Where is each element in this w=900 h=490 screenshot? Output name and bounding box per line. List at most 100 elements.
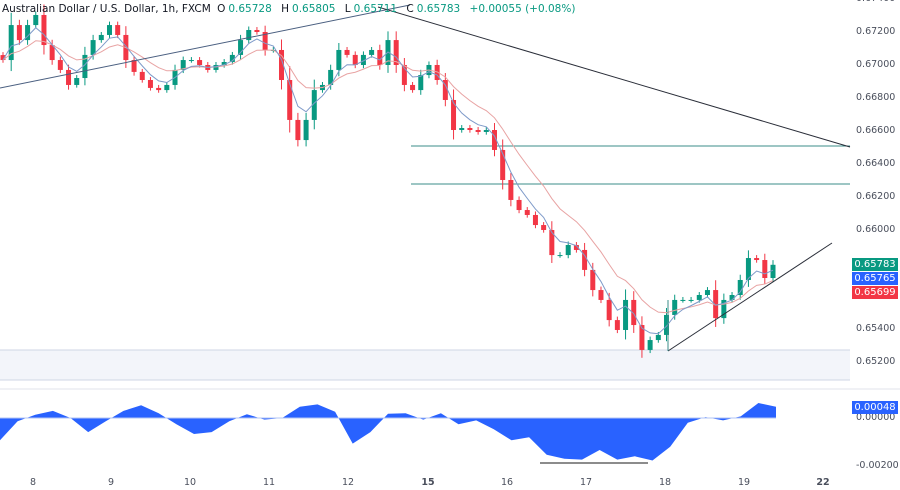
candle-body [66, 69, 72, 85]
candle-body [328, 69, 334, 85]
candle [139, 68, 145, 83]
candle-body [344, 49, 350, 55]
candle [582, 242, 588, 277]
candle [262, 25, 268, 56]
descending-trendline[interactable] [377, 6, 851, 148]
candle-body [500, 149, 506, 180]
candle-body [369, 49, 375, 55]
open-value: 0.65728 [228, 3, 272, 15]
candle [451, 89, 457, 140]
candle-body [434, 64, 440, 81]
ascending-channel-trendline[interactable] [0, 4, 411, 89]
time-axis-label: 9 [108, 477, 114, 488]
candle [33, 11, 39, 29]
candle-body [598, 290, 604, 300]
candle [8, 12, 14, 72]
candle-body [0, 55, 6, 61]
candle [360, 51, 366, 69]
candle [467, 125, 473, 133]
symbol-title[interactable]: Australian Dollar / U.S. Dollar, 1h, FXC… [2, 3, 211, 15]
candle [590, 262, 596, 297]
high-value: 0.65805 [292, 3, 336, 15]
candle-body [508, 179, 514, 200]
candle [25, 19, 31, 45]
candle [688, 296, 694, 303]
candle [147, 77, 153, 91]
open-label: O [217, 3, 226, 15]
candle [279, 39, 285, 90]
candle [737, 274, 743, 300]
time-axis-label: 12 [342, 477, 354, 488]
price-axis-label: 0.66800 [856, 92, 895, 103]
candle [532, 211, 538, 229]
candle [565, 241, 571, 259]
candle-body [491, 130, 497, 150]
support-zone [0, 350, 850, 380]
candle [459, 125, 465, 133]
candle [664, 307, 670, 342]
candle-body [303, 119, 309, 141]
candle-body [221, 62, 227, 65]
candle [508, 173, 514, 207]
candle-body [737, 279, 743, 295]
candle-body [745, 258, 751, 280]
candle [524, 207, 530, 218]
candle [344, 47, 350, 58]
candle [614, 316, 620, 334]
candle-body [401, 64, 407, 85]
candle-body [229, 54, 235, 63]
candle-body [442, 80, 448, 100]
rising-support-trendline[interactable] [667, 242, 833, 352]
candle-body [336, 49, 342, 70]
candle-body [41, 14, 47, 46]
slow-ma-tag: 0.65699 [852, 286, 898, 299]
candle-body [418, 75, 424, 91]
candle [115, 21, 121, 39]
candle-body [664, 314, 670, 335]
time-axis-label: 15 [421, 477, 434, 488]
candle-body [262, 31, 268, 50]
price-axis-label: 0.66200 [856, 191, 895, 202]
candle-body [623, 299, 629, 330]
candle [606, 292, 612, 327]
time-axis-label: 8 [30, 477, 36, 488]
candle-body [631, 299, 637, 326]
candle [680, 296, 686, 303]
low-label: L [344, 3, 351, 15]
candle [754, 255, 760, 263]
candle-body [516, 199, 522, 211]
candle-body [565, 245, 571, 256]
oscillator-axis-label: 0.00000 [856, 412, 895, 423]
candle [483, 127, 489, 135]
candle-body [614, 320, 620, 330]
candle [164, 81, 170, 93]
symbol-legend: Australian Dollar / U.S. Dollar, 1h, FXC… [2, 3, 578, 15]
candle-body [532, 214, 538, 226]
time-axis-label: 19 [738, 477, 750, 488]
candle-body [8, 25, 14, 61]
close-label: C [406, 3, 414, 15]
candle-body [655, 334, 661, 341]
candle-body [524, 210, 530, 215]
candle-body [721, 299, 727, 319]
candle [131, 55, 137, 76]
candle-body [311, 90, 317, 120]
candle-body [279, 49, 285, 81]
candle [41, 4, 47, 55]
time-axis-label: 17 [580, 477, 592, 488]
candle-body [647, 340, 653, 350]
candle [639, 316, 645, 358]
candle-body [606, 299, 612, 321]
candle [352, 51, 358, 69]
candle [303, 112, 309, 147]
candle [229, 51, 235, 65]
candle [156, 84, 162, 93]
candle [0, 52, 6, 63]
candle [369, 47, 375, 58]
candle-body [57, 60, 63, 70]
candle-body [377, 49, 383, 65]
fast-moving-average [2, 27, 774, 335]
candle-body [590, 269, 596, 291]
price-axis-label: 0.66400 [856, 158, 895, 169]
